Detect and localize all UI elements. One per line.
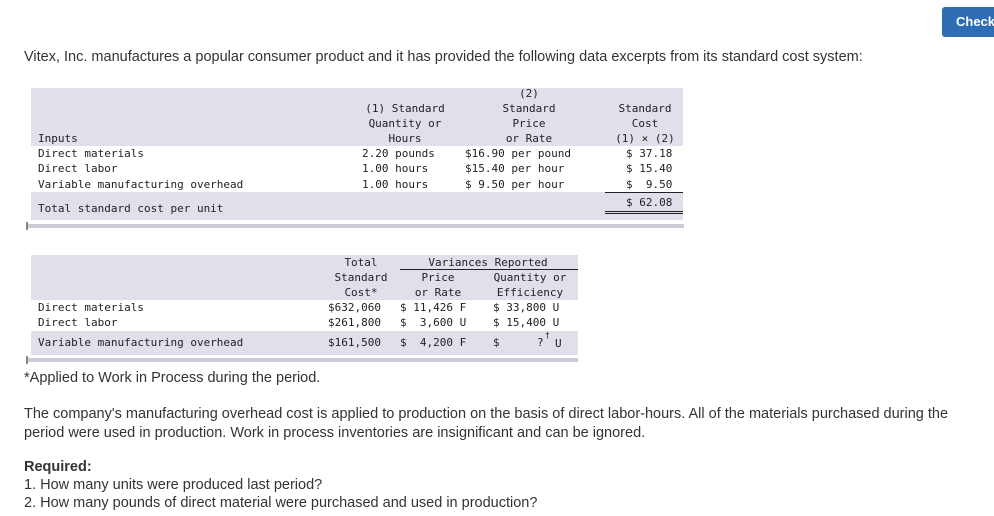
row-price: $ 9.50 per hour xyxy=(465,178,565,191)
qty-header-2: Quantity or xyxy=(368,117,442,130)
row-qty-variance: $ 33,800 U xyxy=(493,301,560,314)
unknown-value: ? xyxy=(537,336,544,349)
row-cost: $ 37.18 xyxy=(626,147,673,160)
price-header-3: Price xyxy=(512,117,546,130)
intro-text: Vitex, Inc. manufactures a popular consu… xyxy=(24,49,863,65)
cost-header-2: Cost xyxy=(631,117,659,130)
total-header-2: Standard xyxy=(334,271,388,284)
price-header-1: Price xyxy=(421,271,455,284)
total-header-1: Total xyxy=(344,256,378,269)
unfavorable-mark: U xyxy=(555,337,562,350)
required-item: 2. How many pounds of direct material we… xyxy=(24,495,538,511)
price-header-4: or Rate xyxy=(505,132,553,145)
required-heading: Required: xyxy=(24,459,92,475)
row-label: Direct materials xyxy=(38,147,144,160)
cost-header-1: Standard xyxy=(618,102,672,115)
qty-header-1: Quantity or xyxy=(493,271,567,284)
variances-header: Variances Reported xyxy=(428,256,548,269)
row-total: $161,500 xyxy=(328,336,381,349)
total-header-3: Cost* xyxy=(344,286,378,299)
row-label: Direct labor xyxy=(38,162,118,175)
total-value: $ 62.08 xyxy=(626,196,673,209)
footnote: *Applied to Work in Process during the p… xyxy=(24,370,321,386)
row-total: $261,800 xyxy=(328,316,381,329)
row-label: Variable manufacturing overhead xyxy=(38,178,244,191)
row-price-variance: $ 3,600 U xyxy=(400,316,467,329)
check-button[interactable]: Check xyxy=(942,7,994,37)
required-item: 1. How many units were produced last per… xyxy=(24,477,323,493)
row-total: $632,060 xyxy=(328,301,381,314)
row-price: $15.40 per hour xyxy=(465,162,565,175)
price-header-2: Standard xyxy=(502,102,556,115)
inputs-header: Inputs xyxy=(38,132,78,145)
row-cost: $ 9.50 xyxy=(626,178,673,191)
row-label: Direct labor xyxy=(38,316,118,329)
qty-header-2: Efficiency xyxy=(496,286,564,299)
row-qty-variance: $ 15,400 U xyxy=(493,316,560,329)
qty-header-1: (1) Standard xyxy=(365,102,445,115)
qty-header-3: Hours xyxy=(388,132,422,145)
dagger-mark: † xyxy=(545,331,550,340)
row-qty: 1.00 hours xyxy=(362,178,429,191)
row-cost: $ 15.40 xyxy=(626,162,673,175)
row-price-variance: $ 4,200 F xyxy=(400,336,467,349)
row-qty: 2.20 pounds xyxy=(362,147,435,160)
row-price-variance: $ 11,426 F xyxy=(400,301,467,314)
price-header-1: (2) xyxy=(519,87,539,100)
row-label: Direct materials xyxy=(38,301,144,314)
row-label: Variable manufacturing overhead xyxy=(38,336,244,349)
price-header-2: or Rate xyxy=(414,286,462,299)
cost-header-3: (1) × (2) xyxy=(615,132,675,145)
row-qty: 1.00 hours xyxy=(362,162,429,175)
total-label: Total standard cost per unit xyxy=(38,202,224,215)
row-price: $16.90 per pound xyxy=(465,147,571,160)
description-paragraph: The company's manufacturing overhead cos… xyxy=(24,406,949,441)
row-qty-dollar: $ xyxy=(493,336,500,349)
